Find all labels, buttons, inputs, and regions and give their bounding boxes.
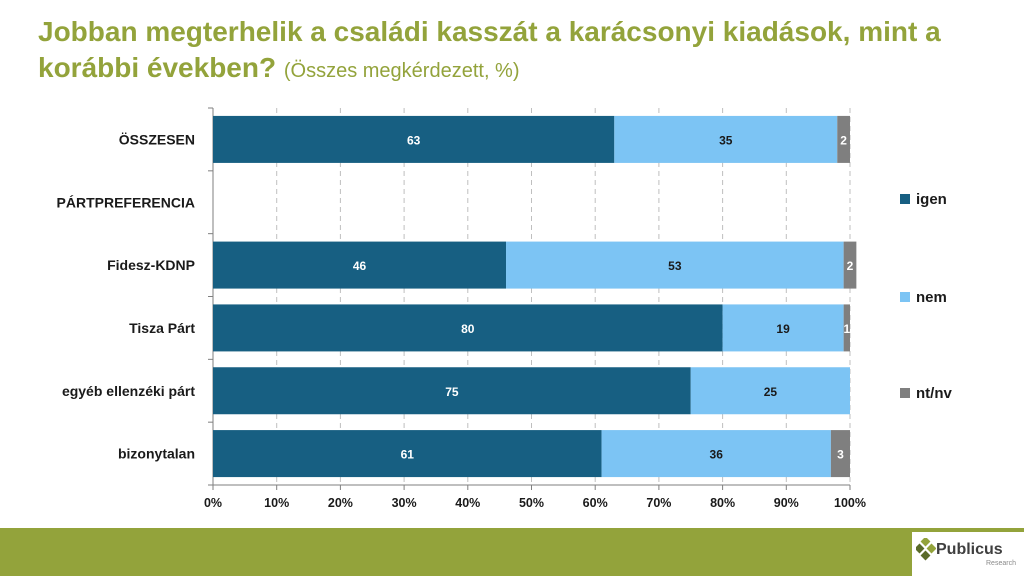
legend-swatch: [900, 194, 910, 204]
legend-swatch: [900, 292, 910, 302]
data-label: 25: [764, 385, 778, 399]
x-tick-label: 70%: [646, 496, 671, 510]
bar-segment-ntnv: [837, 115, 850, 163]
bar-segment-igen: [213, 241, 507, 289]
bar-segment-ntnv: [843, 241, 857, 289]
bar-segment-nem: [614, 115, 838, 163]
data-label: 19: [776, 322, 790, 336]
bar-segment-igen: [213, 367, 691, 415]
category-label: PÁRTPREFERENCIA: [57, 194, 195, 210]
data-label: 2: [840, 133, 847, 147]
stacked-bar-chart: 0% 10% 20% 30% 40% 50% 60% 70% 80% 90% 100% ÖSSZESE…: [57, 107, 952, 510]
data-label: 2: [847, 259, 854, 273]
category-label: egyéb ellenzéki párt: [62, 383, 195, 399]
bar-segment-nem: [722, 304, 844, 352]
category-label: Fidesz-KDNP: [107, 257, 195, 273]
x-tick-label: 80%: [710, 496, 735, 510]
category-label: ÖSSZESEN: [119, 131, 195, 147]
chart-title: Jobban megterhelik a családi kasszát a k…: [38, 14, 998, 89]
bar-segment-ntnv: [843, 304, 850, 352]
bar-segment-nem: [601, 430, 831, 478]
x-tick-label: 100%: [834, 496, 866, 510]
x-tick-label: 0%: [204, 496, 222, 510]
logo-name: Publicus: [936, 541, 1003, 558]
data-label: 46: [353, 259, 367, 273]
data-label: 80: [461, 322, 475, 336]
publicus-logo-icon: [916, 538, 936, 561]
data-label: 63: [407, 133, 421, 147]
data-label: 61: [401, 448, 415, 462]
legend-label: nem: [916, 289, 947, 306]
x-tick-label: 60%: [583, 496, 608, 510]
footer-bar: [0, 528, 1024, 576]
legend-label: nt/nv: [916, 385, 952, 402]
category-label: Tisza Párt: [129, 320, 195, 336]
x-tick-label: 90%: [774, 496, 799, 510]
logo-background: [912, 532, 1024, 576]
data-label: 1: [843, 322, 850, 336]
data-label: 75: [445, 385, 459, 399]
x-tick-label: 40%: [455, 496, 480, 510]
legend-label: igen: [916, 191, 947, 208]
bar-segment-igen: [213, 430, 602, 478]
category-label: bizonytalan: [118, 446, 195, 462]
legend-swatch: [900, 388, 910, 398]
data-label: 35: [719, 133, 733, 147]
x-tick-label: 10%: [264, 496, 289, 510]
bar-segment-igen: [213, 115, 615, 163]
logo-tagline: Research: [986, 560, 1016, 567]
bar-segment-nem: [506, 241, 844, 289]
data-label: 3: [837, 448, 844, 462]
chart-title-main: Jobban megterhelik a családi kasszát a k…: [38, 16, 941, 83]
bar-segment-nem: [690, 367, 850, 415]
bar-segment-igen: [213, 304, 723, 352]
data-label: 53: [668, 259, 682, 273]
chart-subtitle: (Összes megkérdezett, %): [283, 60, 520, 82]
bar-segment-ntnv: [830, 430, 850, 478]
x-tick-label: 30%: [392, 496, 417, 510]
data-label: 36: [710, 448, 724, 462]
x-tick-label: 50%: [519, 496, 544, 510]
x-tick-label: 20%: [328, 496, 353, 510]
